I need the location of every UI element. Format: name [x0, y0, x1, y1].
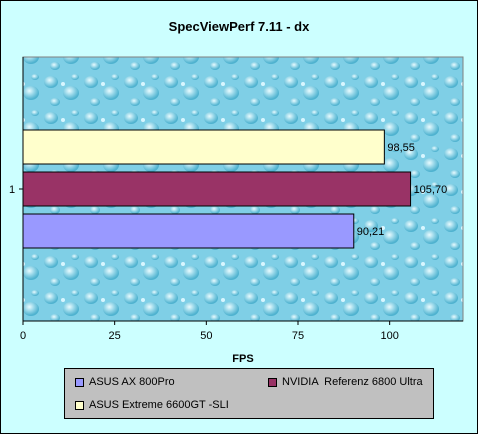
bars-group [22, 129, 412, 249]
legend-swatch-nvidia-6800-ultra [268, 377, 277, 387]
legend-item-nvidia-6800-ultra: NVIDIA Referenz 6800 Ultra [268, 376, 423, 388]
legend-label: ASUS AX 800Pro [89, 376, 175, 388]
x-axis-title: FPS [232, 353, 253, 365]
x-tick-label-3: 75 [292, 330, 304, 342]
bar-2 [22, 129, 385, 165]
legend-swatch-asus-ax-800pro [75, 377, 84, 387]
x-tick-label-2: 50 [200, 330, 212, 342]
legend-item-asus-ax-800pro: ASUS AX 800Pro [75, 376, 175, 388]
data-label-2: 98,55 [387, 142, 415, 154]
legend-label: ASUS Extreme 6600GT -SLI [89, 399, 229, 411]
legend-item-asus-extreme-6600gt-sli: ASUS Extreme 6600GT -SLI [75, 399, 229, 411]
data-labels-group: 90,21 105,70 98,55 [357, 142, 447, 238]
x-ticks-group: 0 25 50 75 100 [20, 321, 399, 342]
bar-0 [22, 213, 355, 249]
data-label-1: 105,70 [414, 184, 448, 196]
legend-swatch-asus-extreme-6600gt-sli [75, 400, 84, 410]
chart-title: SpecViewPerf 7.11 - dx [169, 19, 310, 34]
bar-1 [22, 171, 412, 207]
legend: ASUS AX 800Pro NVIDIA Referenz 6800 Ultr… [64, 368, 434, 419]
x-tick-label-0: 0 [20, 330, 26, 342]
data-label-0: 90,21 [357, 226, 385, 238]
y-category-label: 1 [9, 184, 15, 196]
legend-label: NVIDIA Referenz 6800 Ultra [282, 376, 423, 388]
x-tick-label-1: 25 [109, 330, 121, 342]
x-tick-label-4: 100 [380, 330, 398, 342]
